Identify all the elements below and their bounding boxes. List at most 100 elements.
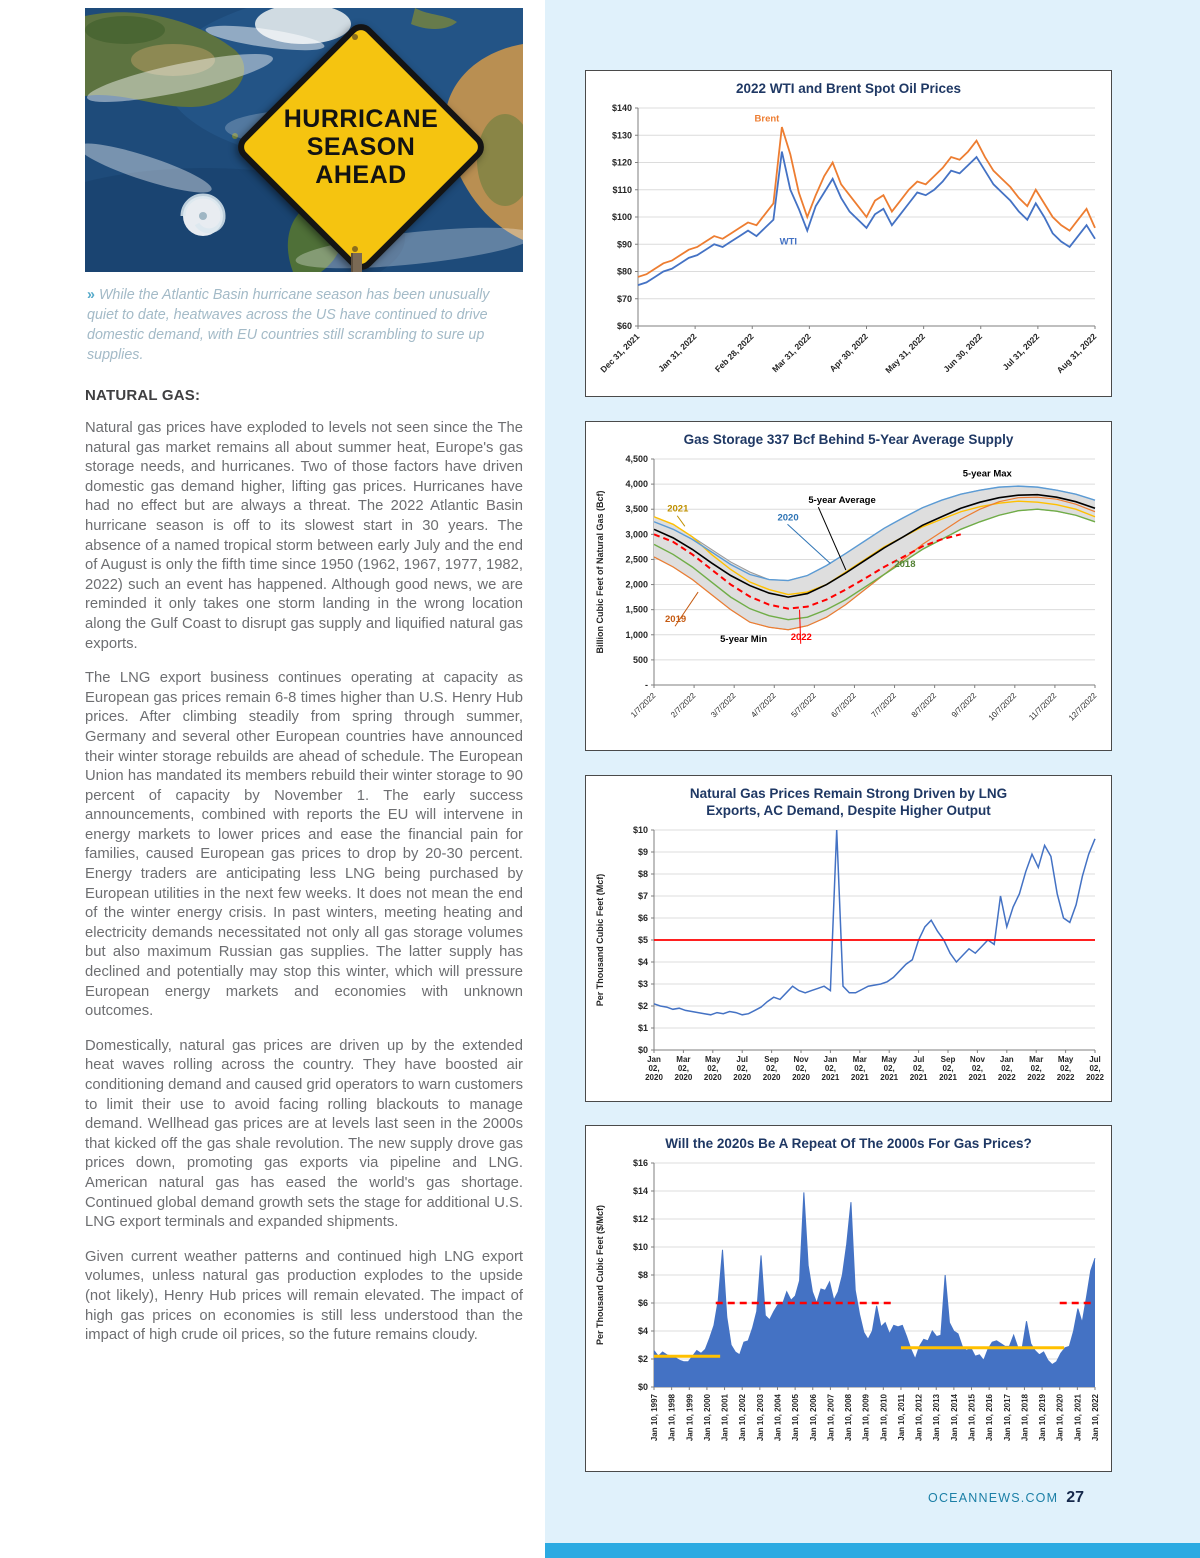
svg-text:Jan 10, 2020: Jan 10, 2020 bbox=[1056, 1393, 1065, 1441]
svg-text:WTI: WTI bbox=[780, 236, 797, 247]
svg-text:8/7/2022: 8/7/2022 bbox=[910, 691, 939, 720]
svg-text:Jan 10, 2017: Jan 10, 2017 bbox=[1003, 1393, 1012, 1441]
svg-text:Jan 10, 2004: Jan 10, 2004 bbox=[773, 1393, 782, 1441]
svg-text:1,000: 1,000 bbox=[625, 630, 648, 640]
chart-plot-gas-price-history: $0 $2 $4 $6 $8 $10 $12 $14 $16 Jan 10, 1997 Jan 10… bbox=[592, 1155, 1107, 1463]
svg-text:$0: $0 bbox=[638, 1382, 648, 1392]
svg-text:Per Thousand Cubic Feet (Mcf): Per Thousand Cubic Feet (Mcf) bbox=[595, 873, 605, 1006]
svg-text:Jan 10, 2013: Jan 10, 2013 bbox=[932, 1393, 941, 1441]
svg-text:Jan 10, 2021: Jan 10, 2021 bbox=[1073, 1393, 1082, 1441]
svg-text:$6: $6 bbox=[638, 913, 648, 923]
svg-text:Jan 10, 2018: Jan 10, 2018 bbox=[1020, 1393, 1029, 1441]
footer-page-number: 27 bbox=[1066, 1489, 1084, 1506]
svg-text:$10: $10 bbox=[633, 825, 648, 835]
svg-text:$120: $120 bbox=[612, 157, 632, 167]
svg-text:Jan 31, 2022: Jan 31, 2022 bbox=[656, 331, 699, 374]
svg-text:10/7/2022: 10/7/2022 bbox=[987, 691, 1019, 723]
chart-plot-gas-storage: - 500 1,000 1,500 2,000 2,500 3,000 3,500 4,000 4… bbox=[592, 451, 1107, 743]
svg-text:9/7/2022: 9/7/2022 bbox=[950, 691, 979, 720]
svg-text:$2: $2 bbox=[638, 1001, 648, 1011]
svg-text:Jan 10, 1999: Jan 10, 1999 bbox=[685, 1393, 694, 1441]
svg-text:4,500: 4,500 bbox=[625, 454, 648, 464]
section-heading: NATURAL GAS: bbox=[85, 387, 201, 404]
svg-text:12/7/2022: 12/7/2022 bbox=[1067, 691, 1099, 723]
sign-line-1: HURRICANE bbox=[283, 105, 439, 133]
svg-text:May 31, 2022: May 31, 2022 bbox=[883, 331, 927, 375]
svg-text:Jan 10, 2009: Jan 10, 2009 bbox=[862, 1393, 871, 1441]
svg-text:Aug 31, 2022: Aug 31, 2022 bbox=[1055, 331, 1099, 375]
sign-line-2: SEASON bbox=[306, 133, 416, 161]
sign-bolt-bottom bbox=[352, 246, 358, 252]
svg-text:4,000: 4,000 bbox=[625, 479, 648, 489]
svg-text:Jan 10, 2019: Jan 10, 2019 bbox=[1038, 1393, 1047, 1441]
body-paragraph: Natural gas prices have exploded to leve… bbox=[85, 420, 523, 652]
svg-text:Jan 10, 2010: Jan 10, 2010 bbox=[879, 1393, 888, 1441]
svg-text:$140: $140 bbox=[612, 103, 632, 113]
svg-text:$7: $7 bbox=[638, 891, 648, 901]
svg-text:$1: $1 bbox=[638, 1023, 648, 1033]
svg-text:$10: $10 bbox=[633, 1242, 648, 1252]
sign-post bbox=[351, 253, 362, 272]
chart-title: Will the 2020s Be A Repeat Of The 2000s … bbox=[665, 1136, 1032, 1151]
svg-text:2021: 2021 bbox=[667, 504, 689, 515]
svg-text:$12: $12 bbox=[633, 1214, 648, 1224]
svg-text:Jul 31, 2022: Jul 31, 2022 bbox=[1000, 331, 1041, 372]
svg-text:$9: $9 bbox=[638, 847, 648, 857]
svg-text:5/7/2022: 5/7/2022 bbox=[789, 691, 818, 720]
svg-text:$5: $5 bbox=[638, 935, 648, 945]
svg-text:Brent: Brent bbox=[755, 114, 781, 125]
svg-text:Jan 10, 2001: Jan 10, 2001 bbox=[721, 1393, 730, 1441]
svg-text:2018: 2018 bbox=[894, 559, 915, 570]
svg-text:Billion Cubic Feet of Natural: Billion Cubic Feet of Natural Gas (Bcf) bbox=[595, 490, 605, 653]
svg-text:3,500: 3,500 bbox=[625, 504, 648, 514]
svg-text:5-year Average: 5-year Average bbox=[808, 495, 875, 506]
svg-text:$4: $4 bbox=[638, 1326, 648, 1336]
svg-text:$0: $0 bbox=[638, 1045, 648, 1055]
svg-text:2,000: 2,000 bbox=[625, 579, 648, 589]
svg-text:$3: $3 bbox=[638, 979, 648, 989]
svg-text:Apr 30, 2022: Apr 30, 2022 bbox=[827, 331, 870, 374]
svg-text:Jan 10, 1998: Jan 10, 1998 bbox=[668, 1393, 677, 1441]
sign-bolt-top bbox=[352, 34, 358, 40]
svg-text:4/7/2022: 4/7/2022 bbox=[749, 691, 778, 720]
svg-text:Jan 10, 2005: Jan 10, 2005 bbox=[791, 1393, 800, 1441]
svg-text:Jan 10, 2022: Jan 10, 2022 bbox=[1091, 1393, 1100, 1441]
svg-text:Jan 10, 2002: Jan 10, 2002 bbox=[738, 1393, 747, 1441]
chart-card-gas-storage: Gas Storage 337 Bcf Behind 5-Year Averag… bbox=[585, 421, 1112, 751]
svg-text:Per Thousand Cubic Feet ($/Mcf: Per Thousand Cubic Feet ($/Mcf) bbox=[595, 1205, 605, 1345]
svg-text:Jan 10, 2000: Jan 10, 2000 bbox=[703, 1393, 712, 1441]
svg-text:$8: $8 bbox=[638, 1270, 648, 1280]
svg-text:500: 500 bbox=[633, 655, 648, 665]
svg-text:Jan 10, 2011: Jan 10, 2011 bbox=[897, 1393, 906, 1440]
svg-text:$90: $90 bbox=[617, 239, 632, 249]
svg-text:11/7/2022: 11/7/2022 bbox=[1027, 691, 1058, 722]
body-paragraph: Domestically, natural gas prices are dri… bbox=[85, 1037, 523, 1231]
chart-card-gas-prices: Natural Gas Prices Remain Strong Driven … bbox=[585, 775, 1112, 1102]
svg-text:$130: $130 bbox=[612, 130, 632, 140]
svg-text:$60: $60 bbox=[617, 321, 632, 331]
hurricane-photo: HURRICANE SEASON AHEAD bbox=[85, 8, 523, 272]
body-paragraph: Given current weather patterns and conti… bbox=[85, 1248, 523, 1344]
svg-text:$70: $70 bbox=[617, 294, 632, 304]
svg-text:-: - bbox=[645, 680, 648, 690]
hurricane-sign-text: HURRICANE SEASON AHEAD bbox=[276, 62, 446, 232]
svg-text:$2: $2 bbox=[638, 1354, 648, 1364]
svg-text:6/7/2022: 6/7/2022 bbox=[829, 691, 858, 720]
chart-card-wti-brent: 2022 WTI and Brent Spot Oil Prices $60 $7… bbox=[585, 70, 1112, 397]
svg-text:1/7/2022: 1/7/2022 bbox=[629, 691, 658, 720]
svg-text:Jan 10, 2014: Jan 10, 2014 bbox=[950, 1393, 959, 1441]
svg-text:2020: 2020 bbox=[777, 512, 798, 523]
chart-title: Gas Storage 337 Bcf Behind 5-Year Averag… bbox=[683, 432, 1014, 447]
